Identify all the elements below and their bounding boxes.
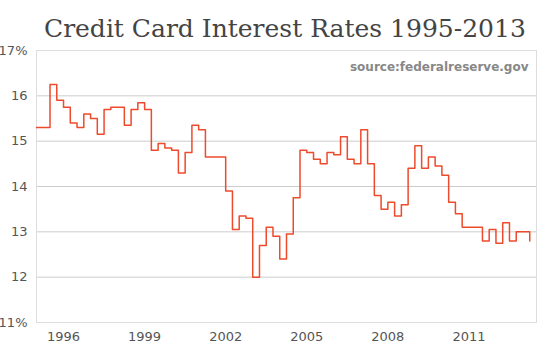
svg-text:12: 12 [11,269,28,284]
svg-text:15: 15 [11,133,28,148]
html-text:Credit Card Interest Rates 199: Credit Card Interest Rates 1995-2013 [44,14,526,43]
svg-text:14: 14 [11,179,28,194]
svg-text:16: 16 [11,88,28,103]
svg-text:11%: 11% [0,315,28,330]
svg-text:2008: 2008 [371,329,404,344]
svg-text:1999: 1999 [128,329,161,344]
svg-text:17%: 17% [0,44,28,58]
svg-text:2011: 2011 [452,329,485,344]
svg-text:2005: 2005 [290,329,323,344]
svg-text:13: 13 [11,224,28,239]
svg-text:1996: 1996 [47,329,80,344]
svg-text:2002: 2002 [209,329,242,344]
svg-text:source:federalreserve.gov: source:federalreserve.gov [350,60,529,74]
